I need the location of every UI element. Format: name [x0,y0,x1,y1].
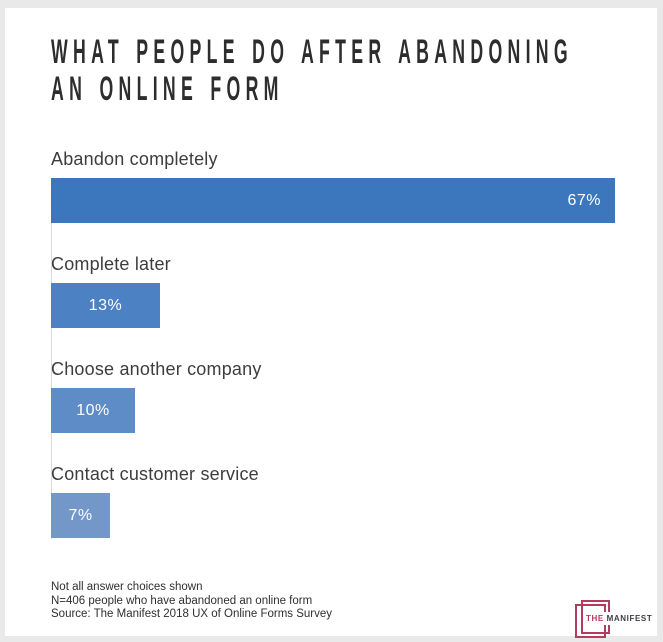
source-notes: Not all answer choices shown N=406 peopl… [51,581,332,622]
bar-category-label: Contact customer service [51,464,259,484]
chart-row: Abandon completely 67% [51,148,615,223]
chart-card: WHAT PEOPLE DO AFTER ABANDONING AN ONLIN… [5,8,657,638]
manifest-logo: THE MANIFEST [573,598,659,640]
bar-category-label: Choose another company [51,359,262,379]
bar-value-label: 7% [68,507,93,524]
chart-row: Complete later 13% [51,253,171,328]
page-title-line-2: AN ONLINE FORM [51,70,284,108]
chart-row: Choose another company 10% [51,358,262,433]
page-title-line-1: WHAT PEOPLE DO AFTER ABANDONING [51,33,573,71]
source-note-line: Not all answer choices shown [51,581,203,593]
bar: 13% [51,283,160,328]
axis-line [51,178,52,539]
page-title: WHAT PEOPLE DO AFTER ABANDONING AN ONLIN… [51,34,663,108]
bar: 67% [51,178,615,223]
bar-category-label: Abandon completely [51,149,218,169]
source-note-line: N=406 people who have abandoned an onlin… [51,594,313,607]
bar-category-label: Complete later [51,254,171,274]
bar-value-label: 67% [567,192,601,209]
source-note-line: Source: The Manifest 2018 UX of Online F… [51,608,333,620]
bar: 7% [51,493,110,538]
bar: 10% [51,388,135,433]
logo-word-manifest: MANIFEST [606,614,653,623]
logo-word-the: THE [586,614,604,623]
bar-value-label: 13% [88,297,123,314]
chart-row: Contact customer service 7% [51,463,259,538]
bar-value-label: 10% [76,402,110,419]
logo-text: THE MANIFEST [584,612,655,625]
